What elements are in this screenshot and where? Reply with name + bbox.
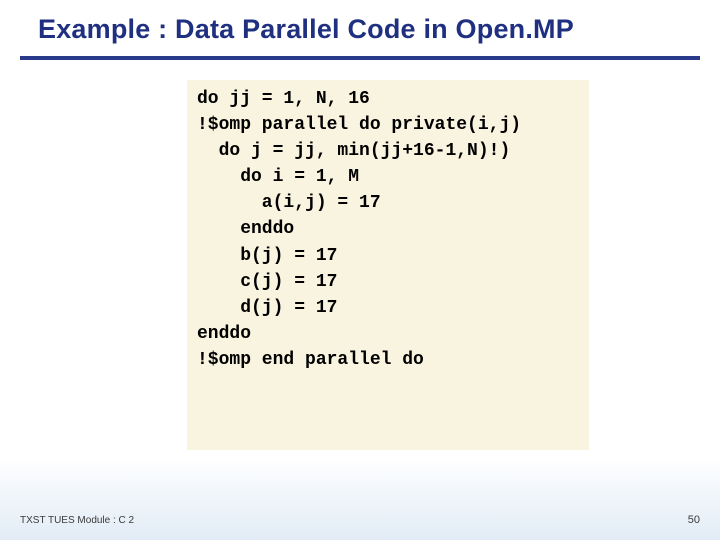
slide-title: Example : Data Parallel Code in Open.MP [38, 14, 700, 45]
footer-module-label: TXST TUES Module : C 2 [20, 515, 134, 526]
code-block: do jj = 1, N, 16 !$omp parallel do priva… [187, 80, 589, 450]
code-text: do jj = 1, N, 16 !$omp parallel do priva… [197, 86, 579, 373]
slide: Example : Data Parallel Code in Open.MP … [0, 0, 720, 540]
slide-title-text: Example : Data Parallel Code in Open.MP [38, 14, 574, 44]
title-underline [20, 56, 700, 60]
footer-page-number: 50 [688, 514, 700, 526]
